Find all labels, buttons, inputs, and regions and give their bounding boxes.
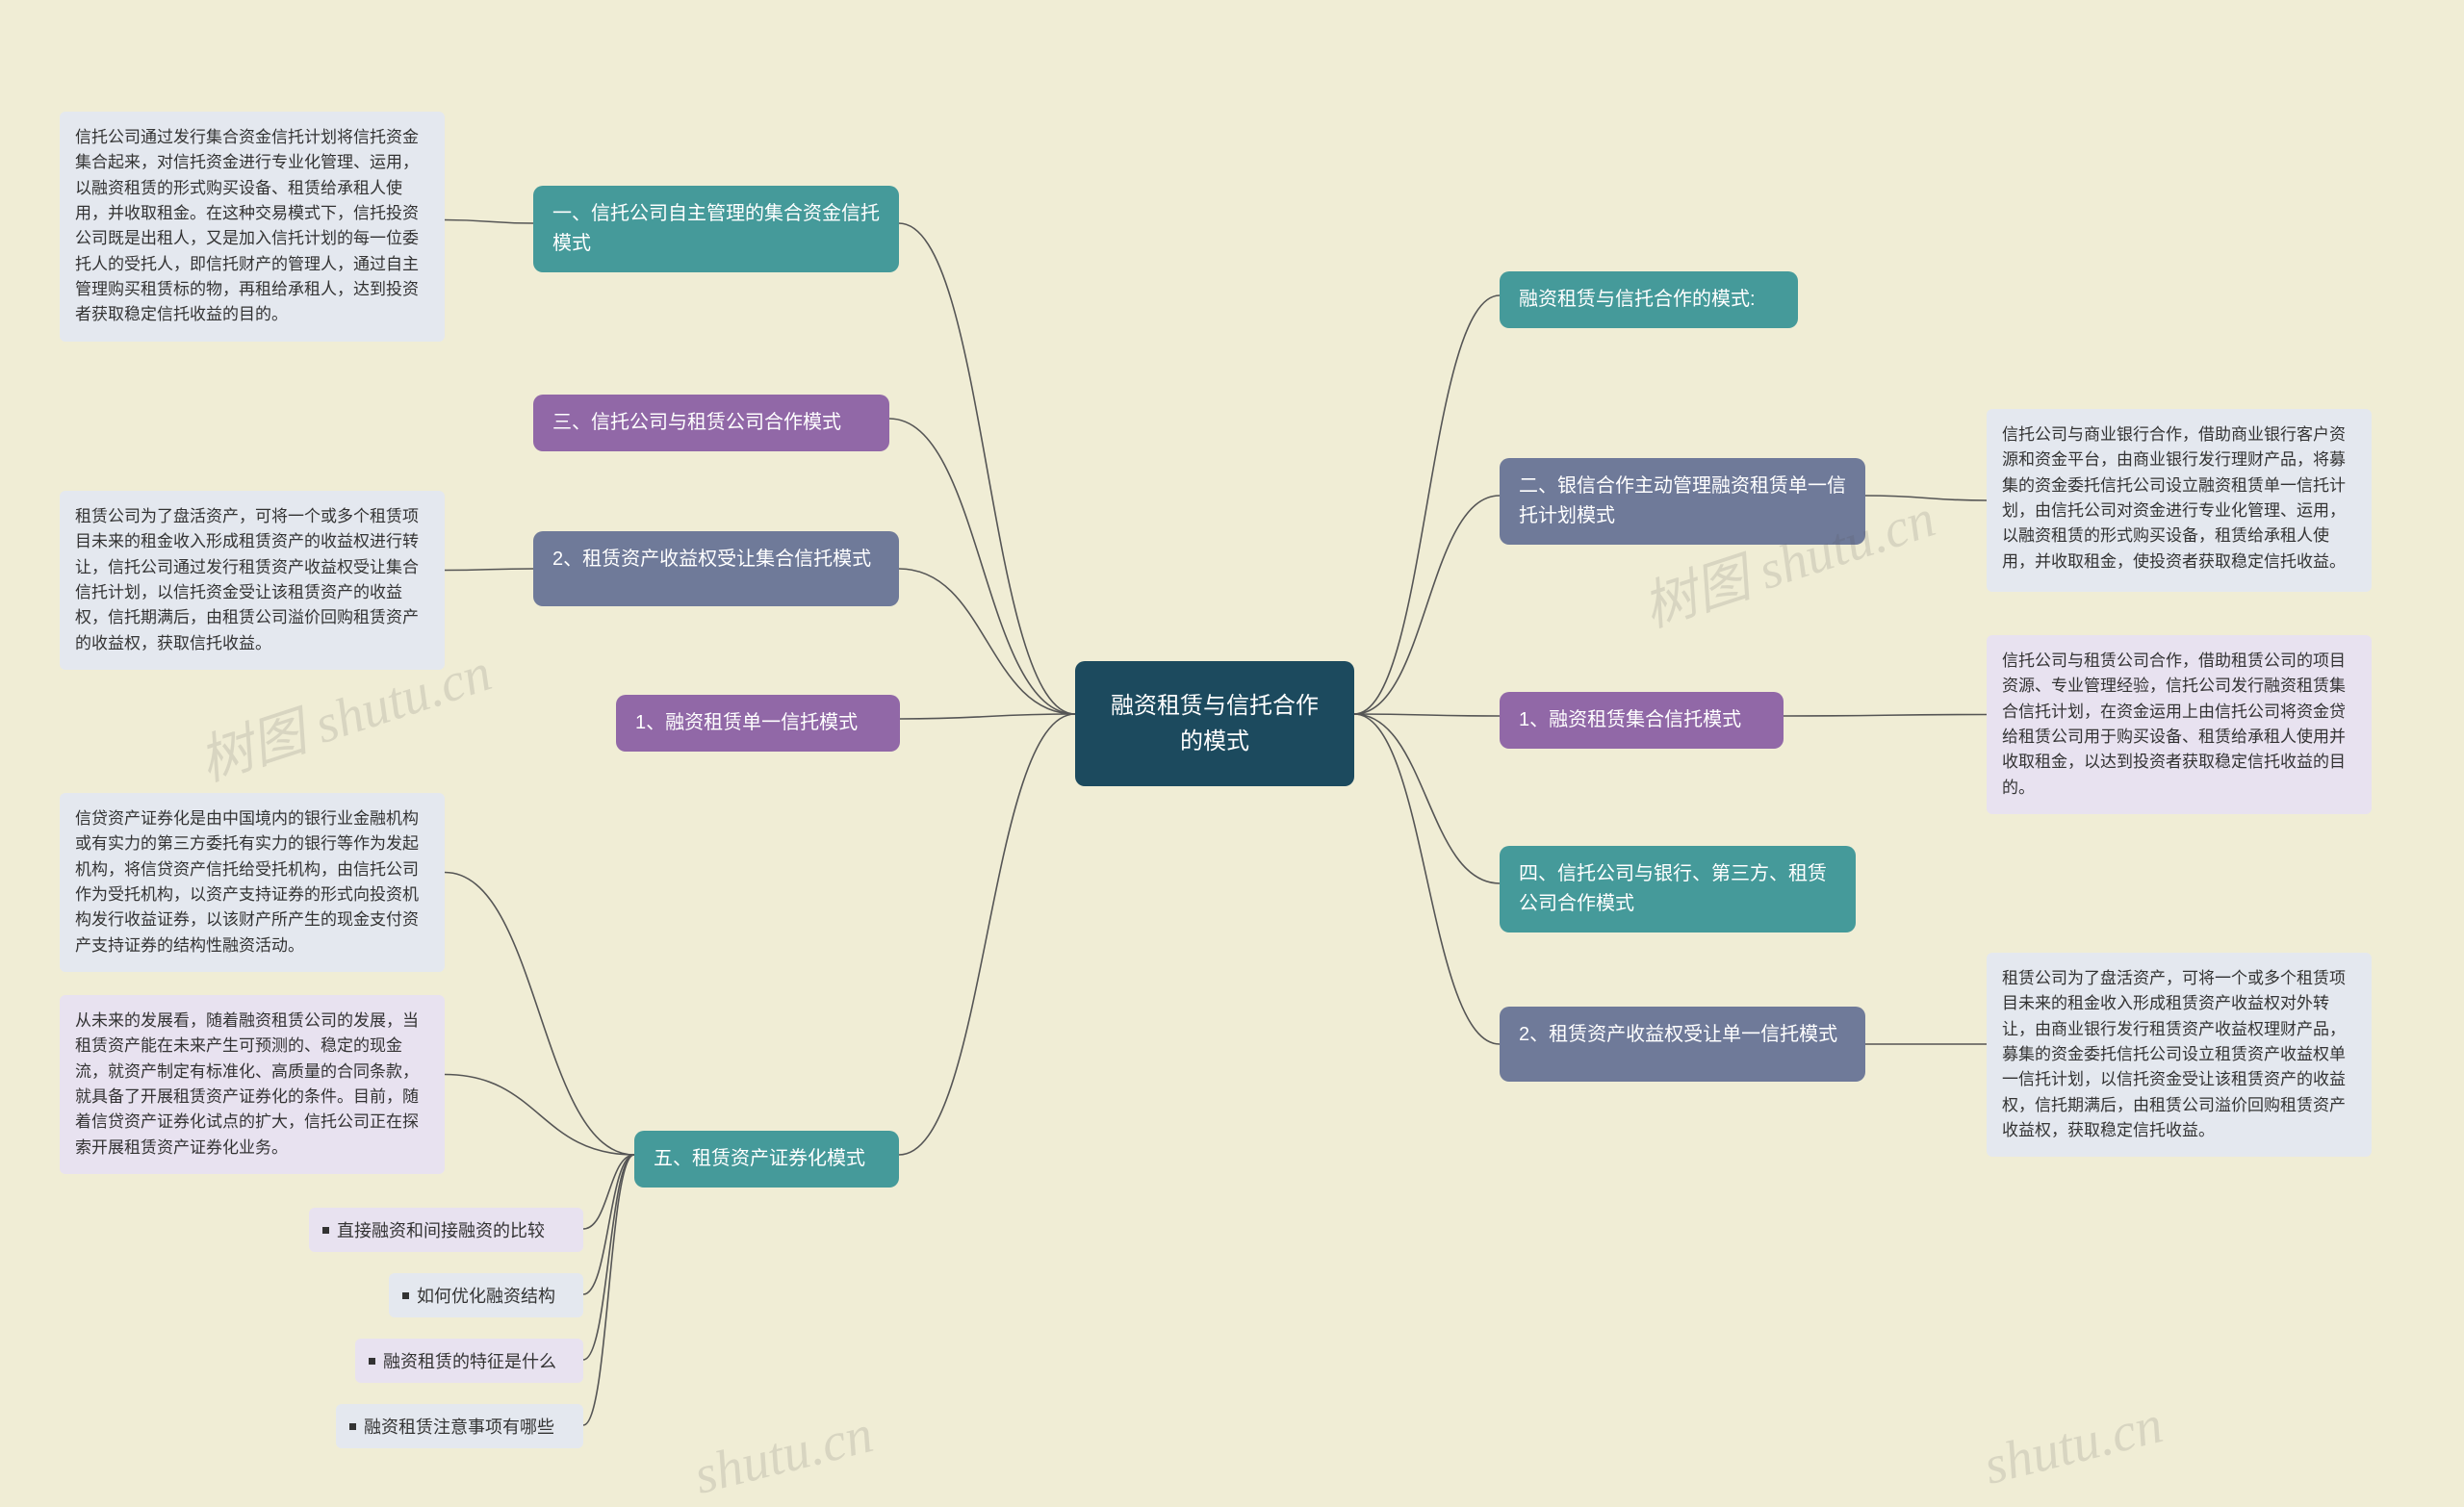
bullet-icon [322, 1227, 329, 1234]
sub-item-2: 融资租赁的特征是什么 [355, 1339, 583, 1383]
desc-l4-0: 信贷资产证券化是由中国境内的银行业金融机构或有实力的第三方委托有实力的银行等作为… [60, 793, 445, 972]
desc-r4: 租赁公司为了盘活资产，可将一个或多个租赁项目未来的租金收入形成租赁资产收益权对外… [1987, 953, 2372, 1157]
desc-l4-1: 从未来的发展看，随着融资租赁公司的发展，当租赁资产能在未来产生可预测的、稳定的现… [60, 995, 445, 1174]
sub-item-3: 融资租赁注意事项有哪些 [336, 1404, 583, 1448]
sub-item-0: 直接融资和间接融资的比较 [309, 1208, 583, 1252]
bullet-icon [369, 1358, 375, 1365]
sub-item-label: 融资租赁的特征是什么 [383, 1348, 556, 1373]
sub-item-label: 如何优化融资结构 [417, 1283, 555, 1308]
left-node-l4: 五、租赁资产证券化模式 [634, 1131, 899, 1188]
sub-item-label: 直接融资和间接融资的比较 [337, 1217, 545, 1242]
left-node-l3: 1、融资租赁单一信托模式 [616, 695, 900, 752]
desc-l2: 租赁公司为了盘活资产，可将一个或多个租赁项目未来的租金收入形成租赁资产的收益权进… [60, 491, 445, 670]
desc-r1: 信托公司与商业银行合作，借助商业银行客户资源和资金平台，由商业银行发行理财产品，… [1987, 409, 2372, 592]
watermark-2: shutu.cn [688, 1403, 879, 1507]
right-node-r1: 二、银信合作主动管理融资租赁单一信托计划模式 [1500, 458, 1865, 545]
right-node-r4: 2、租赁资产收益权受让单一信托模式 [1500, 1007, 1865, 1082]
sub-item-label: 融资租赁注意事项有哪些 [364, 1414, 554, 1439]
right-node-r0: 融资租赁与信托合作的模式: [1500, 271, 1798, 328]
left-node-l2: 2、租赁资产收益权受让集合信托模式 [533, 531, 899, 606]
left-node-l1: 三、信托公司与租赁公司合作模式 [533, 395, 889, 451]
desc-r2: 信托公司与租赁公司合作，借助租赁公司的项目资源、专业管理经验，信托公司发行融资租… [1987, 635, 2372, 814]
right-node-r3: 四、信托公司与银行、第三方、租赁公司合作模式 [1500, 846, 1856, 932]
bullet-icon [402, 1292, 409, 1299]
left-node-l0: 一、信托公司自主管理的集合资金信托模式 [533, 186, 899, 272]
bullet-icon [349, 1423, 356, 1430]
desc-l0: 信托公司通过发行集合资金信托计划将信托资金集合起来，对信托资金进行专业化管理、运… [60, 112, 445, 342]
sub-item-1: 如何优化融资结构 [389, 1273, 583, 1317]
right-node-r2: 1、融资租赁集合信托模式 [1500, 692, 1784, 749]
center-node: 融资租赁与信托合作的模式 [1075, 661, 1354, 786]
